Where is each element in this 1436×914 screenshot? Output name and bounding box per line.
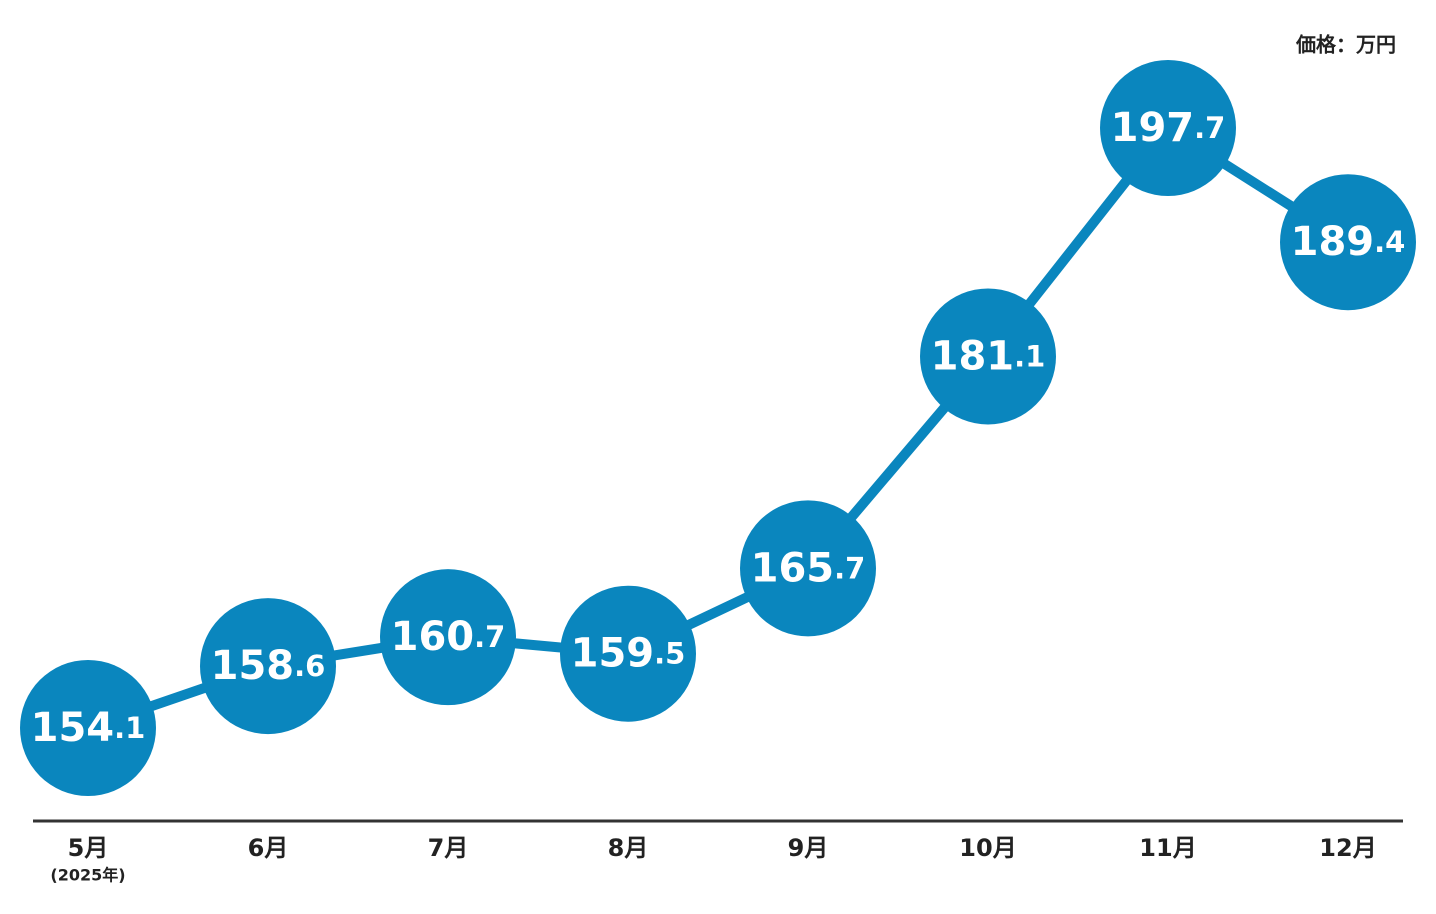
value-label: 165.7 xyxy=(751,545,866,591)
point xyxy=(20,660,156,796)
point xyxy=(740,500,876,637)
x-tick-label: 8月 xyxy=(608,834,649,862)
value-label: 160.7 xyxy=(391,614,506,660)
x-tick-label: 6月 xyxy=(248,834,289,862)
value-label: 189.4 xyxy=(1291,219,1406,265)
category-note: (2025年) xyxy=(50,866,125,885)
point xyxy=(920,288,1056,425)
point xyxy=(560,585,696,722)
value-label: 181.1 xyxy=(931,333,1046,379)
point xyxy=(200,598,336,735)
point xyxy=(1100,60,1236,196)
x-tick-label: 10月 xyxy=(959,834,1016,862)
unit-label: 価格：万円 xyxy=(1295,33,1396,57)
x-tick-label: 9月 xyxy=(788,834,829,862)
x-tick-label: 5月 xyxy=(68,834,109,862)
value-label: 154.1 xyxy=(31,705,146,751)
value-label: 197.7 xyxy=(1111,105,1226,151)
value-label: 158.6 xyxy=(211,643,326,689)
point xyxy=(1280,174,1416,311)
x-tick-label: 11月 xyxy=(1139,834,1196,862)
point xyxy=(380,569,516,706)
x-tick-label: 7月 xyxy=(428,834,469,862)
value-label: 159.5 xyxy=(571,631,686,677)
x-tick-label: 12月 xyxy=(1319,834,1376,862)
